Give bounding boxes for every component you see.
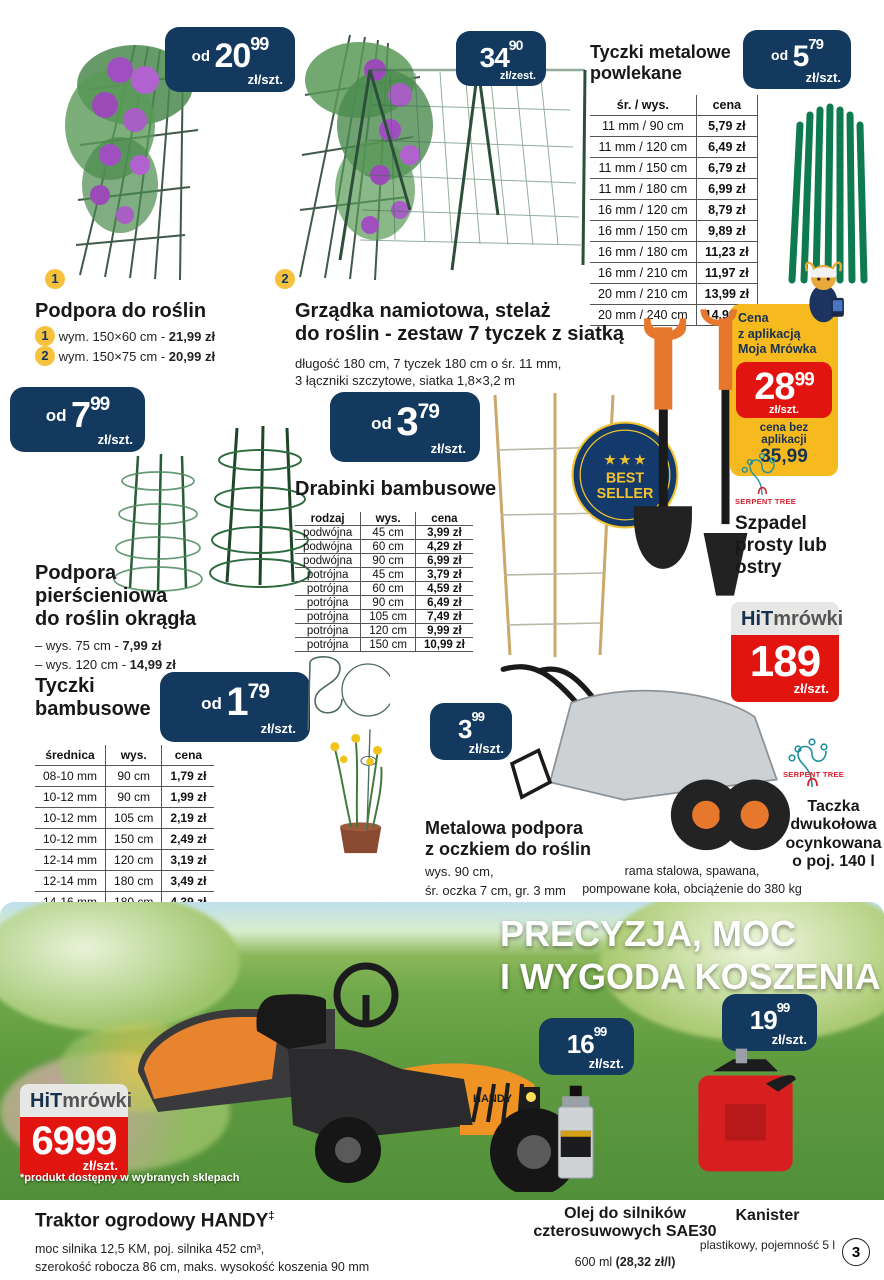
svg-text:HANDY: HANDY	[473, 1093, 513, 1105]
